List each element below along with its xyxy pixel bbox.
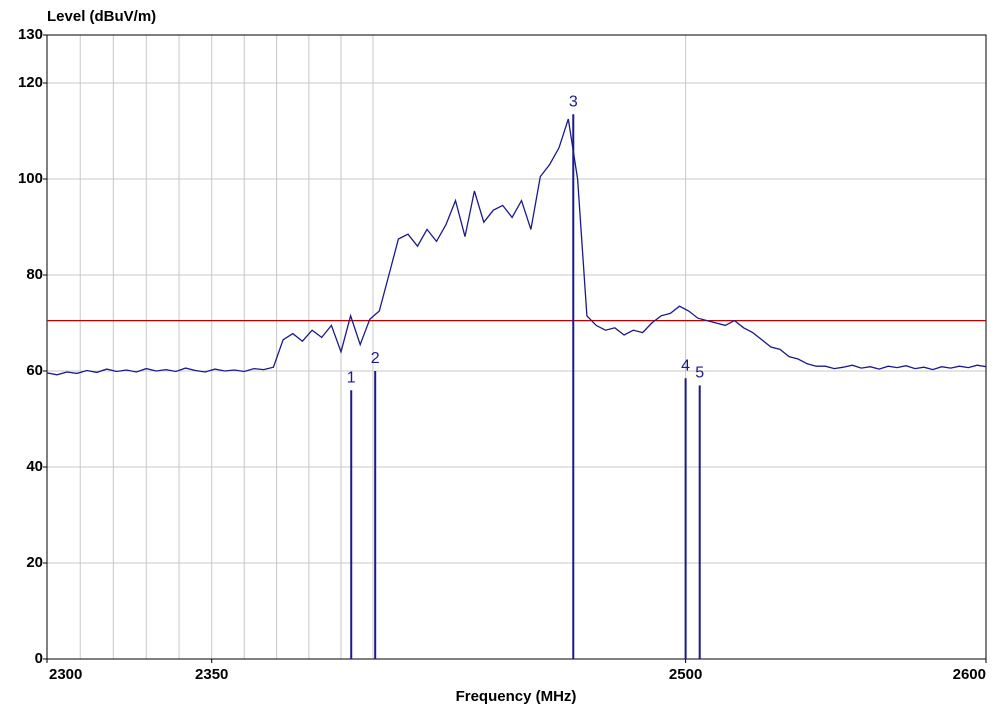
x-tick-label: 2300 — [49, 666, 82, 683]
y-tick-label: 40 — [26, 458, 43, 475]
y-tick-label: 20 — [26, 554, 43, 571]
y-tick-label: 0 — [35, 650, 43, 667]
y-tick-label: 100 — [18, 170, 43, 187]
marker-label: 3 — [569, 93, 578, 110]
trace — [46, 118, 987, 376]
plot-frame — [46, 34, 987, 660]
y-tick-label: 80 — [26, 266, 43, 283]
marker-label: 5 — [695, 365, 704, 382]
x-tick-label: 2500 — [669, 666, 702, 683]
plot-area — [47, 35, 986, 659]
x-tick-label: 2600 — [953, 666, 986, 683]
y-tick-label: 60 — [26, 362, 43, 379]
marker-label: 2 — [371, 350, 380, 367]
y-tick-label: 120 — [18, 74, 43, 91]
marker-label: 1 — [347, 369, 356, 386]
y-axis-label: Level (dBuV/m) — [47, 8, 156, 25]
y-tick-label: 130 — [18, 26, 43, 43]
x-tick-label: 2350 — [195, 666, 228, 683]
x-axis-label: Frequency (MHz) — [456, 688, 577, 705]
marker-label: 4 — [681, 357, 690, 374]
